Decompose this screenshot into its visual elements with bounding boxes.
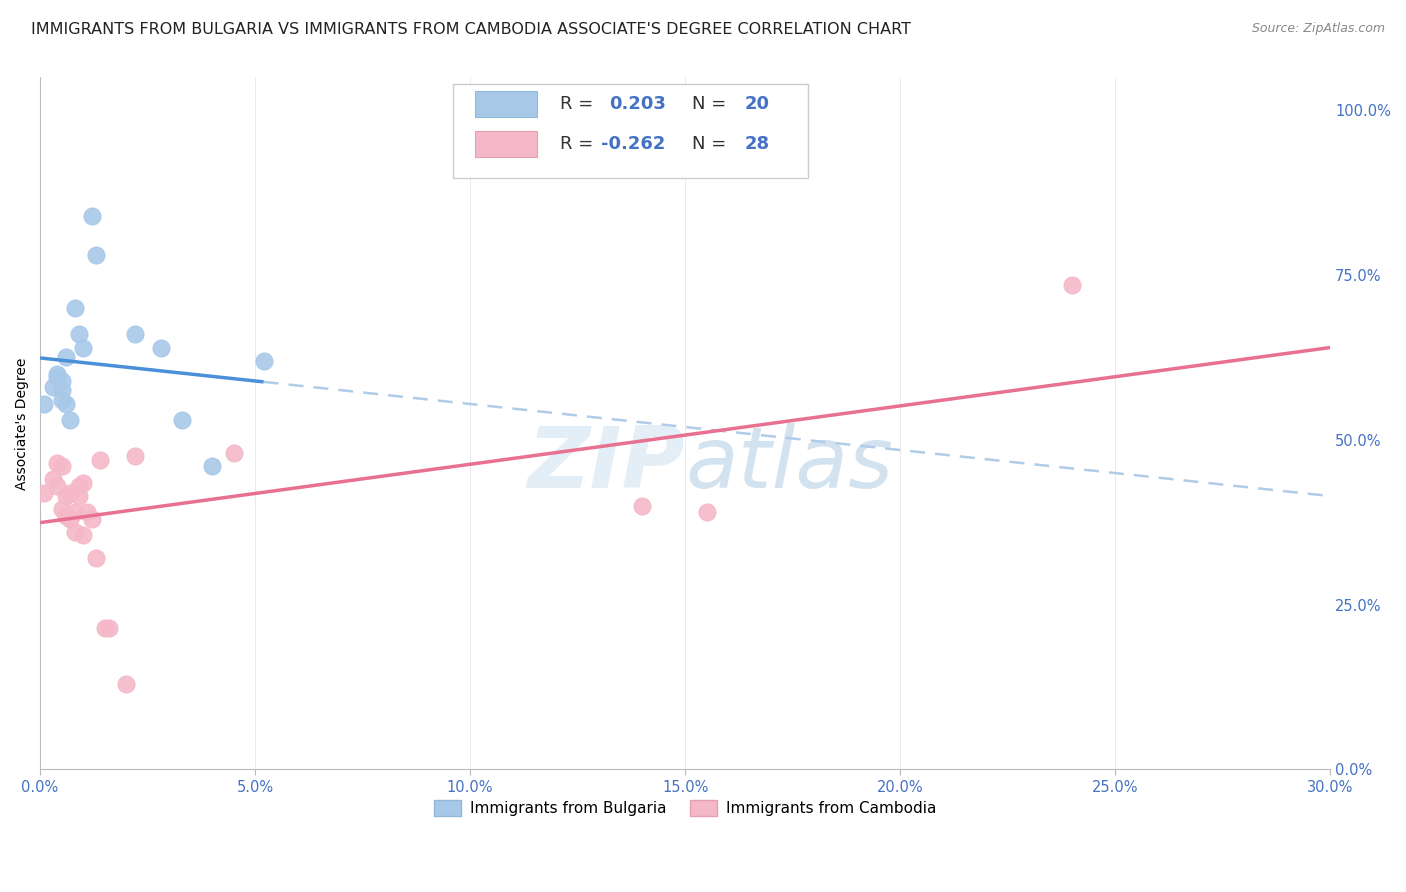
Point — [93, 621, 115, 635]
Point — [149, 341, 172, 355]
Point — [72, 475, 94, 490]
Text: R =: R = — [560, 95, 599, 112]
Point — [72, 341, 94, 355]
Point — [63, 505, 86, 519]
Point — [170, 413, 193, 427]
Point — [46, 479, 69, 493]
Text: R =: R = — [560, 135, 599, 153]
Text: -0.262: -0.262 — [602, 135, 665, 153]
Point — [124, 450, 146, 464]
Text: N =: N = — [692, 95, 731, 112]
Point — [84, 248, 107, 262]
Legend: Immigrants from Bulgaria, Immigrants from Cambodia: Immigrants from Bulgaria, Immigrants fro… — [426, 793, 945, 824]
Text: ZIP: ZIP — [527, 424, 685, 507]
Point — [55, 508, 77, 523]
Text: atlas: atlas — [685, 424, 893, 507]
Text: Source: ZipAtlas.com: Source: ZipAtlas.com — [1251, 22, 1385, 36]
Point — [80, 512, 103, 526]
Point — [46, 367, 69, 381]
Point — [84, 551, 107, 566]
Point — [97, 621, 120, 635]
Point — [76, 505, 98, 519]
Point — [34, 396, 56, 410]
Point — [115, 676, 138, 690]
Point — [51, 374, 73, 388]
Text: 28: 28 — [745, 135, 769, 153]
Point — [89, 452, 111, 467]
Point — [222, 446, 245, 460]
Point — [59, 485, 82, 500]
Point — [63, 525, 86, 540]
Point — [67, 327, 90, 342]
Y-axis label: Associate's Degree: Associate's Degree — [15, 357, 30, 490]
Point — [63, 301, 86, 315]
Point — [34, 485, 56, 500]
Point — [51, 459, 73, 474]
Text: 20: 20 — [745, 95, 769, 112]
Point — [42, 472, 65, 486]
Point — [51, 393, 73, 408]
Text: IMMIGRANTS FROM BULGARIA VS IMMIGRANTS FROM CAMBODIA ASSOCIATE'S DEGREE CORRELAT: IMMIGRANTS FROM BULGARIA VS IMMIGRANTS F… — [31, 22, 911, 37]
Point — [631, 499, 654, 513]
Point — [59, 413, 82, 427]
Point — [124, 327, 146, 342]
Point — [1062, 278, 1084, 293]
Point — [46, 370, 69, 384]
Point — [51, 384, 73, 398]
Point — [696, 505, 718, 519]
Point — [80, 209, 103, 223]
FancyBboxPatch shape — [453, 85, 808, 178]
Bar — [475, 131, 537, 157]
Point — [67, 479, 90, 493]
Point — [67, 489, 90, 503]
Point — [42, 380, 65, 394]
Point — [55, 351, 77, 365]
Text: 0.203: 0.203 — [609, 95, 666, 112]
Point — [55, 396, 77, 410]
Point — [59, 512, 82, 526]
Text: N =: N = — [692, 135, 731, 153]
Point — [253, 353, 276, 368]
Point — [201, 459, 224, 474]
Point — [46, 456, 69, 470]
Point — [51, 502, 73, 516]
Point — [55, 489, 77, 503]
Bar — [475, 91, 537, 117]
Point — [72, 528, 94, 542]
